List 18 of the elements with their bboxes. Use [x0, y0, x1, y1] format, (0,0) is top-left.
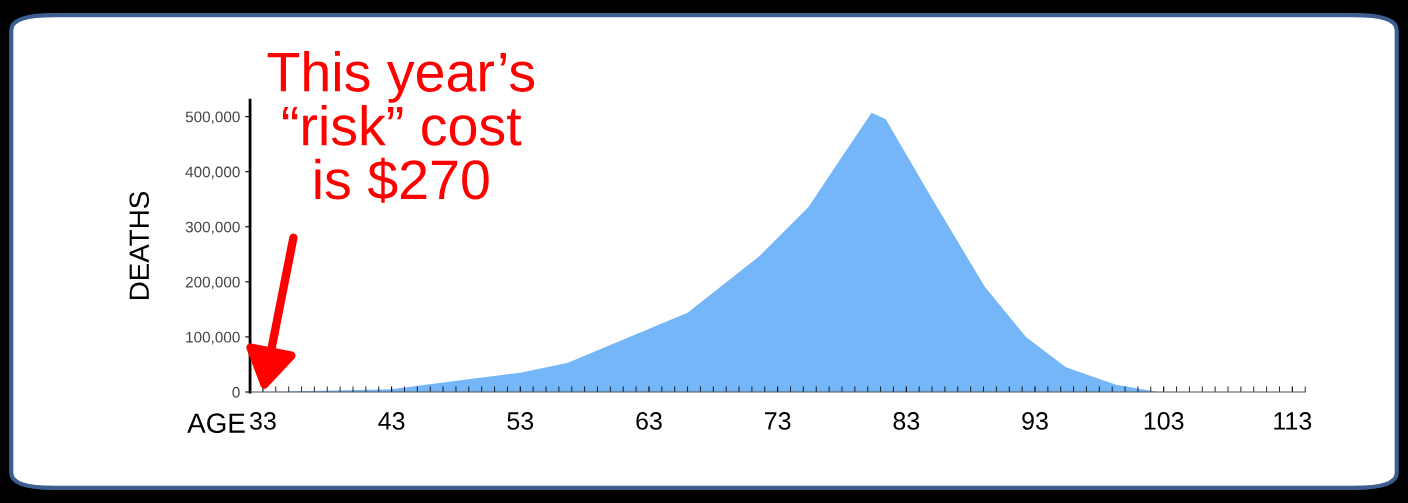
y-tick-label: 400,000 [185, 166, 240, 180]
x-tick-label: 43 [378, 412, 405, 430]
x-tick-label: 83 [893, 412, 920, 430]
x-tick-label: 63 [636, 412, 662, 430]
x-tick-label: 93 [1022, 412, 1048, 430]
x-axis-title: AGE [187, 413, 245, 434]
y-axis-title: DEATHS [129, 192, 150, 300]
x-tick-label: 33 [249, 412, 276, 430]
y-tick-label: 100,000 [186, 331, 240, 345]
x-tick-label: 73 [765, 412, 791, 430]
y-tick-label: 500,000 [185, 111, 240, 125]
y-tick-label: 0 [232, 386, 240, 398]
x-tick-label: 113 [1274, 412, 1312, 430]
y-tick-label: 300,000 [185, 221, 240, 235]
x-tick-label: 53 [507, 412, 534, 430]
annotation: This year’s “risk” cost is $270 [267, 51, 535, 203]
x-tick-label: 103 [1144, 412, 1184, 430]
y-tick-label: 200,000 [185, 276, 240, 290]
